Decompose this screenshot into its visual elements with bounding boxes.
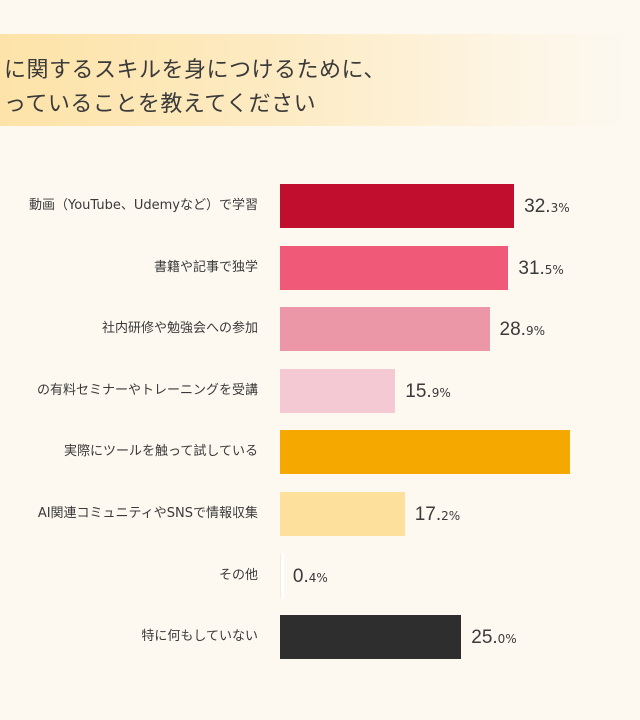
bar-row: の有料セミナーやトレーニングを受講 15.9% <box>0 368 640 413</box>
bar <box>280 553 284 598</box>
category-label: の有料セミナーやトレーニングを受講 <box>36 382 258 398</box>
value-integer: 31. <box>518 257 545 279</box>
value-decimal: 5% <box>544 262 564 277</box>
value-integer: 15. <box>405 380 432 402</box>
bar-row: その他 0.4% <box>0 553 640 598</box>
category-label: 実際にツールを触って試している <box>64 444 258 460</box>
category-label: AI関連コミュニティやSNSで情報収集 <box>37 506 258 521</box>
category-label: その他 <box>218 567 258 583</box>
bar <box>280 245 509 290</box>
category-label: 書籍や記事で独学 <box>153 259 258 275</box>
bar-row: 特に何もしていない 25.0% <box>0 615 640 660</box>
chart-title-line-1: に関するスキルを身につけるために、 <box>4 58 386 83</box>
bar <box>280 492 405 536</box>
value-decimal: 9% <box>525 324 545 339</box>
bar <box>280 184 515 228</box>
value-label: 0.4% <box>293 554 328 598</box>
title-band <box>0 34 640 126</box>
value-decimal: 9% <box>431 385 451 400</box>
value-integer: 32. <box>524 196 551 217</box>
value-decimal: 2% <box>441 509 461 523</box>
value-integer: 25. <box>471 627 498 649</box>
value-decimal: 3% <box>550 201 570 215</box>
bar-row: 実際にツールを触って試している <box>0 430 640 475</box>
value-label: 31.5% <box>518 246 563 290</box>
value-label: 15.9% <box>405 369 450 413</box>
bar-row: 動画（YouTube、Udemyなど）で学習 32.3% <box>0 184 640 228</box>
category-label: 特に何もしていない <box>141 629 258 645</box>
chart-title-line-2: っていることを教えてください <box>4 92 317 117</box>
bar <box>280 307 490 352</box>
value-label: 28.9% <box>500 307 545 351</box>
category-label: 動画（YouTube、Udemyなど）で学習 <box>29 198 258 213</box>
value-decimal: 0% <box>497 632 517 647</box>
value-integer: 0. <box>292 565 309 587</box>
bar <box>280 430 570 475</box>
bar-row: AI関連コミュニティやSNSで情報収集 17.2% <box>0 492 640 536</box>
bar-row: 社内研修や勉強会への参加 28.9% <box>0 307 640 352</box>
bar <box>280 615 462 660</box>
value-label: 25.0% <box>471 615 516 659</box>
value-label: 17.2% <box>415 492 460 536</box>
bar <box>280 368 396 413</box>
category-label: 社内研修や勉強会への参加 <box>101 321 258 337</box>
value-label: 32.3% <box>524 184 569 228</box>
value-integer: 28. <box>499 319 526 341</box>
value-decimal: 4% <box>308 570 328 585</box>
value-integer: 17. <box>414 504 442 525</box>
bar-row: 書籍や記事で独学 31.5% <box>0 245 640 290</box>
